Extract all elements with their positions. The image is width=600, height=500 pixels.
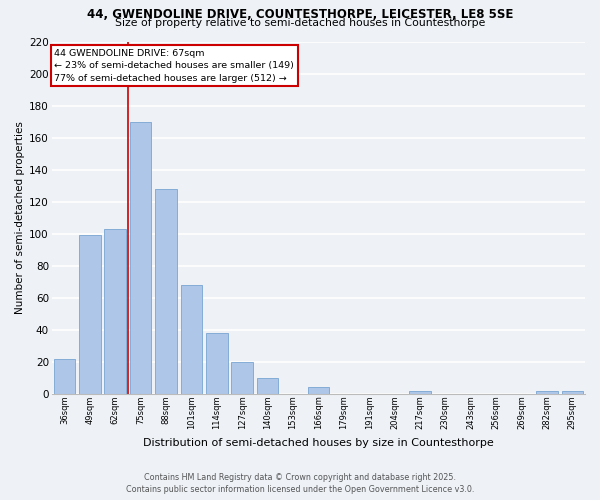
Bar bbox=[181, 285, 202, 394]
Bar bbox=[206, 333, 227, 394]
Y-axis label: Number of semi-detached properties: Number of semi-detached properties bbox=[15, 122, 25, 314]
Bar bbox=[562, 390, 583, 394]
Bar bbox=[308, 388, 329, 394]
X-axis label: Distribution of semi-detached houses by size in Countesthorpe: Distribution of semi-detached houses by … bbox=[143, 438, 494, 448]
Bar bbox=[257, 378, 278, 394]
Bar bbox=[104, 229, 126, 394]
Text: 44 GWENDOLINE DRIVE: 67sqm
← 23% of semi-detached houses are smaller (149)
77% o: 44 GWENDOLINE DRIVE: 67sqm ← 23% of semi… bbox=[55, 48, 294, 82]
Bar bbox=[409, 390, 431, 394]
Bar bbox=[79, 236, 101, 394]
Text: 44, GWENDOLINE DRIVE, COUNTESTHORPE, LEICESTER, LE8 5SE: 44, GWENDOLINE DRIVE, COUNTESTHORPE, LEI… bbox=[87, 8, 513, 20]
Bar bbox=[53, 358, 75, 394]
Bar bbox=[130, 122, 151, 394]
Text: Contains HM Land Registry data © Crown copyright and database right 2025.
Contai: Contains HM Land Registry data © Crown c… bbox=[126, 473, 474, 494]
Bar bbox=[155, 189, 177, 394]
Text: Size of property relative to semi-detached houses in Countesthorpe: Size of property relative to semi-detach… bbox=[115, 18, 485, 28]
Bar bbox=[232, 362, 253, 394]
Bar bbox=[536, 390, 557, 394]
